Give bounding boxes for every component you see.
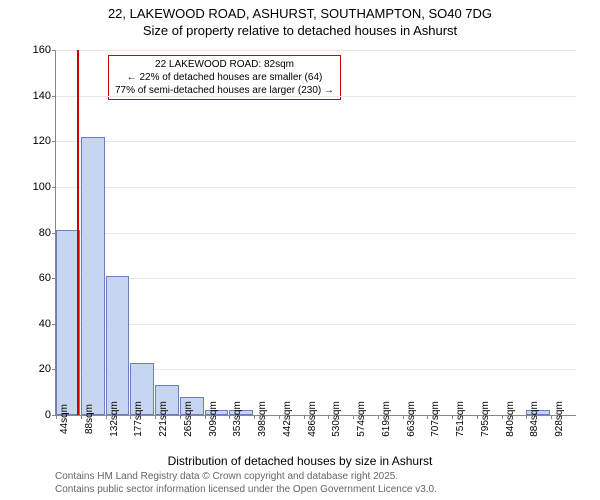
reference-line (77, 50, 79, 415)
x-tick (551, 415, 552, 419)
x-tick-label: 707sqm (430, 401, 441, 437)
y-tick-label: 40 (21, 318, 51, 330)
x-tick-label: 619sqm (381, 401, 392, 437)
x-tick-label: 398sqm (257, 401, 268, 437)
x-tick (106, 415, 107, 419)
x-tick-label: 221sqm (158, 401, 169, 437)
x-tick-label: 530sqm (331, 401, 342, 437)
x-tick-label: 132sqm (109, 401, 120, 437)
x-tick-label: 309sqm (208, 401, 219, 437)
chart-title: 22, LAKEWOOD ROAD, ASHURST, SOUTHAMPTON,… (0, 0, 600, 40)
y-tick-label: 160 (21, 44, 51, 56)
x-tick-label: 442sqm (282, 401, 293, 437)
chart-container: 22, LAKEWOOD ROAD, ASHURST, SOUTHAMPTON,… (0, 0, 600, 500)
x-tick (353, 415, 354, 419)
annotation-line1: 22 LAKEWOOD ROAD: 82sqm (115, 58, 334, 71)
x-tick-label: 751sqm (455, 401, 466, 437)
histogram-bar (81, 137, 105, 415)
y-tick (52, 141, 56, 142)
x-tick (130, 415, 131, 419)
annotation-box: 22 LAKEWOOD ROAD: 82sqm ← 22% of detache… (108, 55, 341, 100)
y-tick-label: 0 (21, 409, 51, 421)
x-tick-label: 44sqm (59, 404, 70, 434)
footer-line1: Contains HM Land Registry data © Crown c… (55, 470, 437, 483)
x-tick-label: 353sqm (232, 401, 243, 437)
x-tick (526, 415, 527, 419)
x-tick (205, 415, 206, 419)
x-tick-label: 177sqm (133, 401, 144, 437)
x-tick-label: 574sqm (356, 401, 367, 437)
x-tick (502, 415, 503, 419)
x-tick (229, 415, 230, 419)
gridline (56, 278, 576, 279)
annotation-line2: ← 22% of detached houses are smaller (64… (115, 71, 334, 84)
x-tick (180, 415, 181, 419)
gridline (56, 96, 576, 97)
gridline (56, 50, 576, 51)
y-tick (52, 187, 56, 188)
y-tick (52, 96, 56, 97)
x-tick (328, 415, 329, 419)
histogram-bar (106, 276, 130, 415)
x-tick (452, 415, 453, 419)
y-tick-label: 100 (21, 181, 51, 193)
x-tick (155, 415, 156, 419)
x-tick-label: 884sqm (529, 401, 540, 437)
title-line1: 22, LAKEWOOD ROAD, ASHURST, SOUTHAMPTON,… (0, 6, 600, 23)
x-tick (304, 415, 305, 419)
x-tick-label: 486sqm (307, 401, 318, 437)
y-tick-label: 140 (21, 90, 51, 102)
y-tick-label: 80 (21, 227, 51, 239)
y-tick-label: 120 (21, 135, 51, 147)
x-tick-label: 795sqm (480, 401, 491, 437)
y-tick (52, 50, 56, 51)
plot-area: 22 LAKEWOOD ROAD: 82sqm ← 22% of detache… (55, 50, 576, 416)
gridline (56, 141, 576, 142)
x-tick-label: 928sqm (554, 401, 565, 437)
footer-line2: Contains public sector information licen… (55, 483, 437, 496)
x-tick (279, 415, 280, 419)
gridline (56, 324, 576, 325)
gridline (56, 187, 576, 188)
x-tick (81, 415, 82, 419)
y-tick-label: 60 (21, 272, 51, 284)
footer-text: Contains HM Land Registry data © Crown c… (55, 470, 437, 496)
x-tick (254, 415, 255, 419)
x-tick (477, 415, 478, 419)
x-tick-label: 88sqm (84, 404, 95, 434)
x-axis-label: Distribution of detached houses by size … (0, 454, 600, 468)
x-tick-label: 840sqm (505, 401, 516, 437)
title-line2: Size of property relative to detached ho… (0, 23, 600, 40)
x-tick (427, 415, 428, 419)
x-tick (56, 415, 57, 419)
y-tick-label: 20 (21, 363, 51, 375)
x-tick (378, 415, 379, 419)
gridline (56, 233, 576, 234)
x-tick-label: 265sqm (183, 401, 194, 437)
x-tick (403, 415, 404, 419)
x-tick-label: 663sqm (406, 401, 417, 437)
